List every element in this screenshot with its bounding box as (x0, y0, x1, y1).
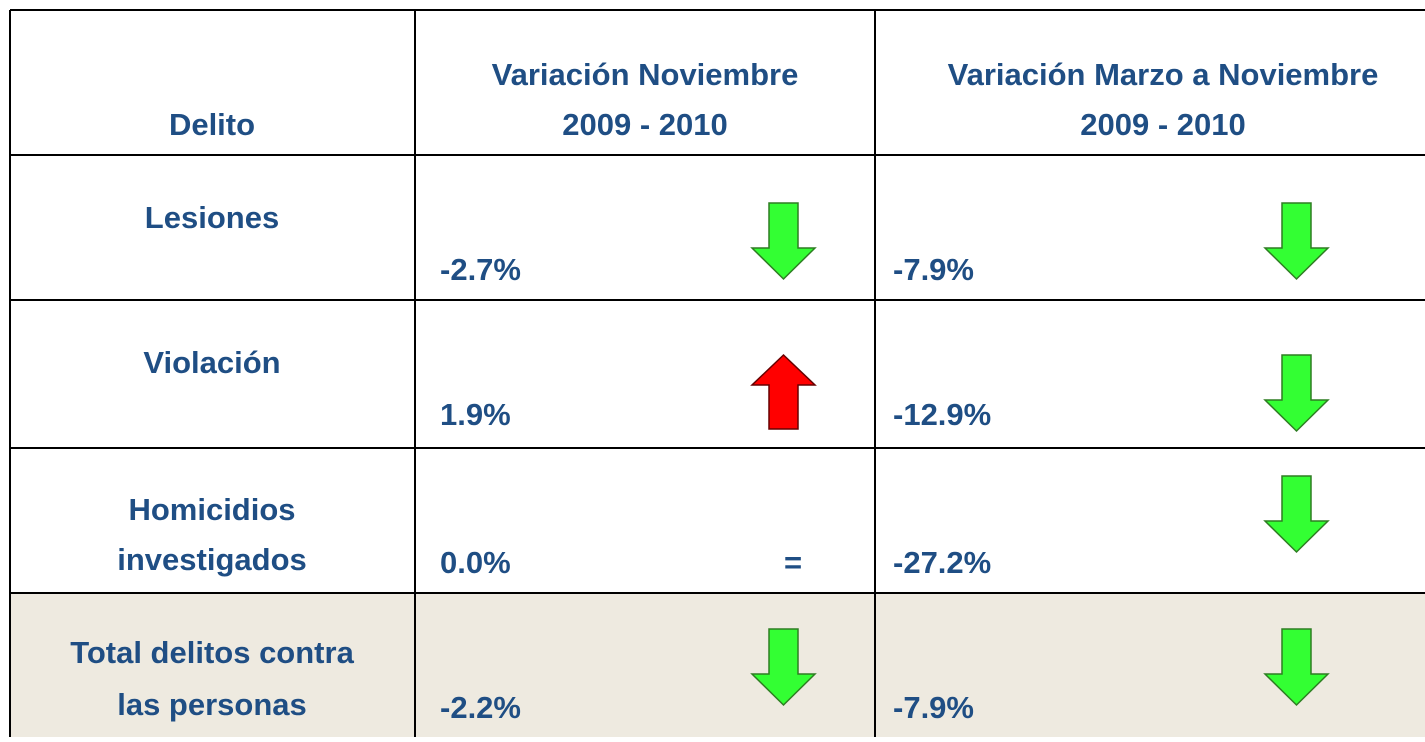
row-label: Lesiones (145, 200, 279, 235)
november-value: 1.9% (440, 397, 511, 432)
row-label: Violación (143, 345, 280, 380)
up-arrow (750, 353, 817, 430)
header-march-to-november: Variación Marzo a Noviembre (948, 57, 1379, 92)
table-grid (9, 9, 1425, 737)
down-arrow (750, 628, 817, 707)
row-label: Total delitos contra (70, 635, 354, 670)
down-arrow (750, 202, 817, 281)
march-to-november-value: -7.9% (893, 252, 974, 287)
down-arrow (1263, 628, 1330, 707)
march-to-november-value: -12.9% (893, 397, 991, 432)
row-label: investigados (117, 542, 307, 577)
down-arrow (1263, 475, 1330, 554)
down-arrow (1263, 202, 1330, 281)
header-crime: Delito (169, 107, 255, 142)
header-november: Variación Noviembre (492, 57, 799, 92)
equal-mark: = (784, 545, 802, 580)
march-to-november-value: -7.9% (893, 690, 974, 725)
november-value: -2.7% (440, 252, 521, 287)
november-value: 0.0% (440, 545, 511, 580)
total-row-background (10, 593, 1425, 742)
row-label: las personas (117, 687, 307, 722)
november-value: -2.2% (440, 690, 521, 725)
down-arrow (1263, 354, 1330, 433)
header-march-to-november: 2009 - 2010 (1080, 107, 1245, 142)
header-november: 2009 - 2010 (562, 107, 727, 142)
march-to-november-value: -27.2% (893, 545, 991, 580)
row-label: Homicidios (128, 492, 295, 527)
